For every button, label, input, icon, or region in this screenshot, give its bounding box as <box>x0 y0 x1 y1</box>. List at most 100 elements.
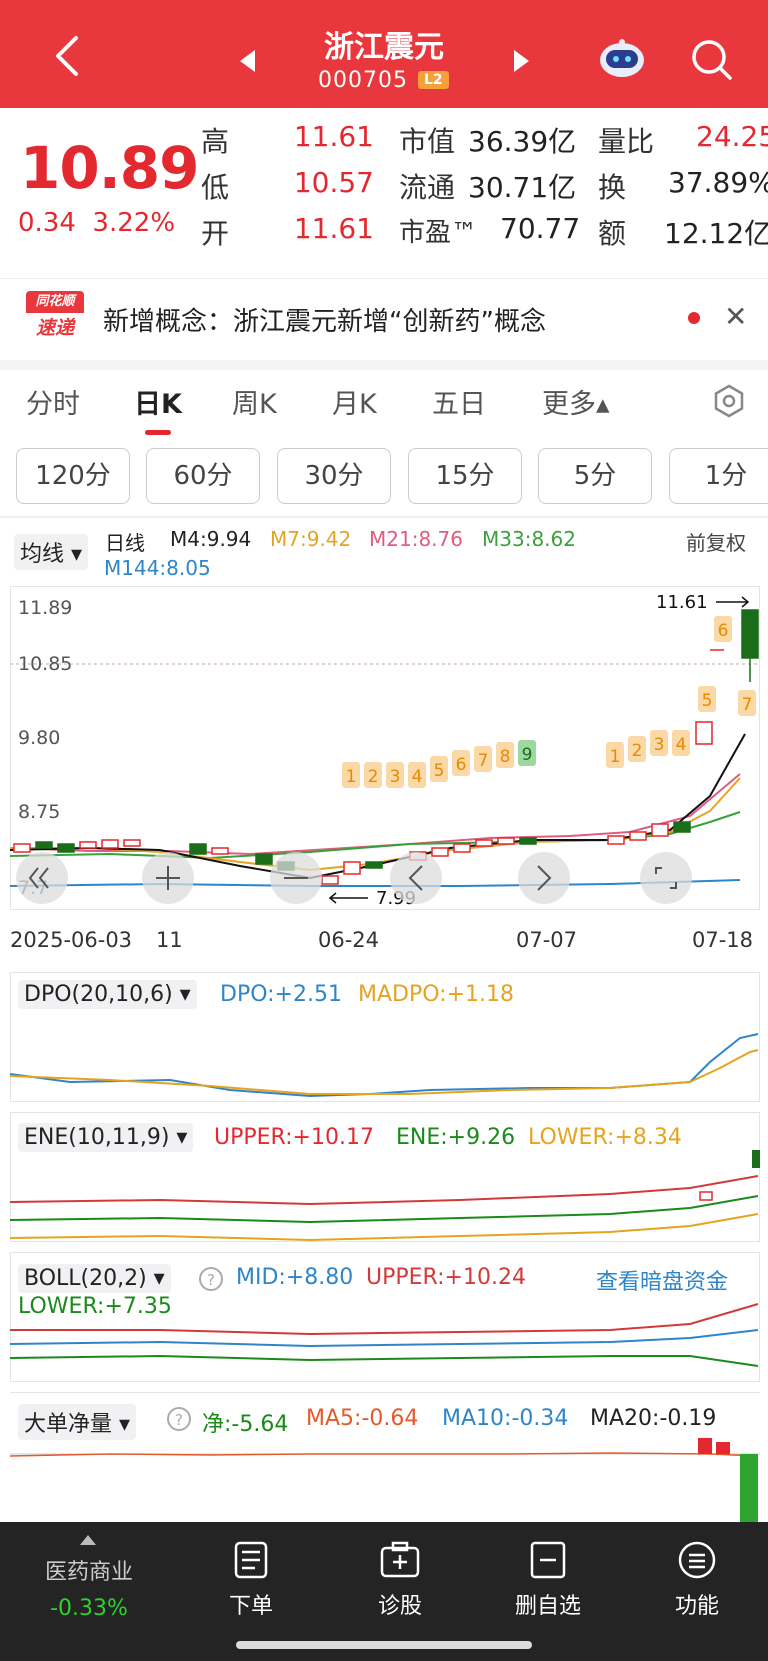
interval-60m-button[interactable]: 60分 <box>146 448 260 504</box>
ene-panel[interactable] <box>10 1112 760 1242</box>
boll-help-icon[interactable]: ? <box>198 1266 224 1296</box>
svg-text:2: 2 <box>368 767 379 787</box>
settings-icon[interactable] <box>712 384 746 422</box>
ma4-value: M4:9.94 <box>170 527 252 551</box>
amount-label: 额 <box>598 217 627 250</box>
bigorder-ma5-value: MA5:-0.64 <box>306 1406 419 1431</box>
stock-code: 000705 <box>318 68 408 93</box>
interval-30m-button[interactable]: 30分 <box>277 448 391 504</box>
ma-selector[interactable]: 均线 ▾ <box>14 534 89 570</box>
svg-text:3: 3 <box>390 767 401 787</box>
ma7-value: M7:9.42 <box>270 527 352 551</box>
float-value: 30.71亿 <box>468 171 577 204</box>
quote-panel: 10.89 0.34 3.22% 高 11.61 市值 36.39亿 量比 24… <box>0 108 768 278</box>
view-darkpool-link[interactable]: 查看暗盘资金 <box>596 1270 729 1295</box>
boll-selector[interactable]: BOLL(20,2) ▾ <box>18 1264 171 1293</box>
x-label-11: 11 <box>156 928 183 952</box>
x-label-0718: 07-18 <box>692 928 754 952</box>
next-stock-icon[interactable] <box>514 50 529 72</box>
level2-badge: L2 <box>418 71 449 89</box>
remove-watchlist-icon[interactable] <box>529 1540 567 1584</box>
svg-text:5: 5 <box>434 761 445 781</box>
active-tab-indicator <box>145 430 171 435</box>
boll-chart <box>10 1303 759 1367</box>
diagnose-button[interactable]: 诊股 <box>377 1594 422 1619</box>
ma21-value: M21:8.76 <box>369 527 463 551</box>
sector-expand-icon[interactable] <box>80 1530 96 1549</box>
tab-monthly-k[interactable]: 月K <box>332 389 377 420</box>
dpo-chart <box>10 1033 759 1098</box>
svg-text:?: ? <box>175 1411 183 1429</box>
adjust-mode[interactable]: 前复权 <box>686 531 746 555</box>
pe-label: 市盈™ <box>399 218 478 248</box>
x-label-start: 2025-06-03 <box>10 928 133 952</box>
dpo-selector[interactable]: DPO(20,10,6) ▾ <box>18 980 197 1009</box>
tab-weekly-k[interactable]: 周K <box>232 389 277 420</box>
ene-selector[interactable]: ENE(10,11,9) ▾ <box>18 1123 194 1152</box>
remove-watchlist-button[interactable]: 删自选 <box>514 1594 581 1619</box>
tab-daily-k[interactable]: 日K <box>134 389 182 420</box>
interval-15m-button[interactable]: 15分 <box>408 448 522 504</box>
bigorder-ma10-value: MA10:-0.34 <box>442 1406 569 1431</box>
open-label: 开 <box>201 217 230 250</box>
prev-stock-icon[interactable] <box>240 50 255 72</box>
divider <box>0 516 768 518</box>
close-icon[interactable]: ✕ <box>724 300 748 333</box>
high-label: 高 <box>201 125 230 158</box>
sector-name[interactable]: 医药商业 <box>44 1560 133 1585</box>
news-banner[interactable]: 同花顺 速递 新增概念：浙江震元新增“创新药”概念 <box>0 278 768 360</box>
high-value: 11.61 <box>293 120 374 153</box>
back-icon[interactable] <box>48 34 88 78</box>
interval-1m-button[interactable]: 1分 <box>669 448 768 504</box>
diagnose-icon[interactable] <box>379 1540 421 1584</box>
assistant-robot-icon[interactable] <box>598 38 646 82</box>
news-text: 新增概念：浙江震元新增“创新药”概念 <box>103 307 546 337</box>
search-icon[interactable] <box>690 38 734 86</box>
ene-chart <box>10 1150 760 1242</box>
home-indicator[interactable] <box>236 1641 532 1649</box>
open-value: 11.61 <box>293 212 374 245</box>
svg-text:8.75: 8.75 <box>18 801 60 823</box>
kline-chart-frame[interactable] <box>10 586 760 910</box>
svg-text:4: 4 <box>676 735 687 755</box>
bigorder-help-icon[interactable]: ? <box>166 1406 192 1436</box>
svg-text:10.85: 10.85 <box>18 653 72 675</box>
order-icon[interactable] <box>233 1540 269 1584</box>
function-button[interactable]: 功能 <box>674 1594 719 1619</box>
bigorder-selector[interactable]: 大单净量 ▾ <box>18 1404 137 1440</box>
tab-more[interactable]: 更多▴ <box>542 389 610 420</box>
ma33-value: M33:8.62 <box>482 527 576 551</box>
boll-panel[interactable] <box>10 1252 760 1382</box>
order-button[interactable]: 下单 <box>228 1594 273 1619</box>
bigorder-ma20-value: MA20:-0.19 <box>590 1406 717 1431</box>
function-menu-icon[interactable] <box>677 1540 717 1584</box>
pe-value: 70.77 <box>500 212 581 245</box>
bigorder-panel[interactable] <box>10 1392 760 1522</box>
madpo-value: MADPO:+1.18 <box>358 982 514 1007</box>
tab-intraday[interactable]: 分时 <box>26 389 80 420</box>
interval-5m-button[interactable]: 5分 <box>538 448 652 504</box>
dpo-panel[interactable] <box>10 972 760 1102</box>
svg-text:7: 7 <box>478 751 489 771</box>
svg-text:1: 1 <box>346 767 357 787</box>
unread-dot <box>688 312 700 324</box>
turnover-label: 换 <box>598 171 627 204</box>
boll-mid-value: MID:+8.80 <box>236 1265 354 1290</box>
bigorder-net-value: 净:-5.64 <box>202 1412 289 1437</box>
mktcap-value: 36.39亿 <box>468 125 577 158</box>
mktcap-label: 市值 <box>399 125 456 158</box>
stock-header: 浙江震元 000705 L2 <box>0 0 768 108</box>
x-label-0624: 06-24 <box>318 928 380 952</box>
amount-value: 12.12亿 <box>664 217 768 250</box>
svg-text:1: 1 <box>610 747 621 767</box>
svg-text:5: 5 <box>702 691 713 711</box>
ma144-value: M144:8.05 <box>104 556 211 580</box>
svg-text:4: 4 <box>412 767 423 787</box>
volratio-label: 量比 <box>598 125 655 158</box>
interval-120m-button[interactable]: 120分 <box>16 448 130 504</box>
tab-five-day[interactable]: 五日 <box>432 389 486 420</box>
low-value: 10.57 <box>293 166 374 199</box>
float-label: 流通 <box>399 171 456 204</box>
price-change: 0.34 3.22% <box>18 208 176 238</box>
